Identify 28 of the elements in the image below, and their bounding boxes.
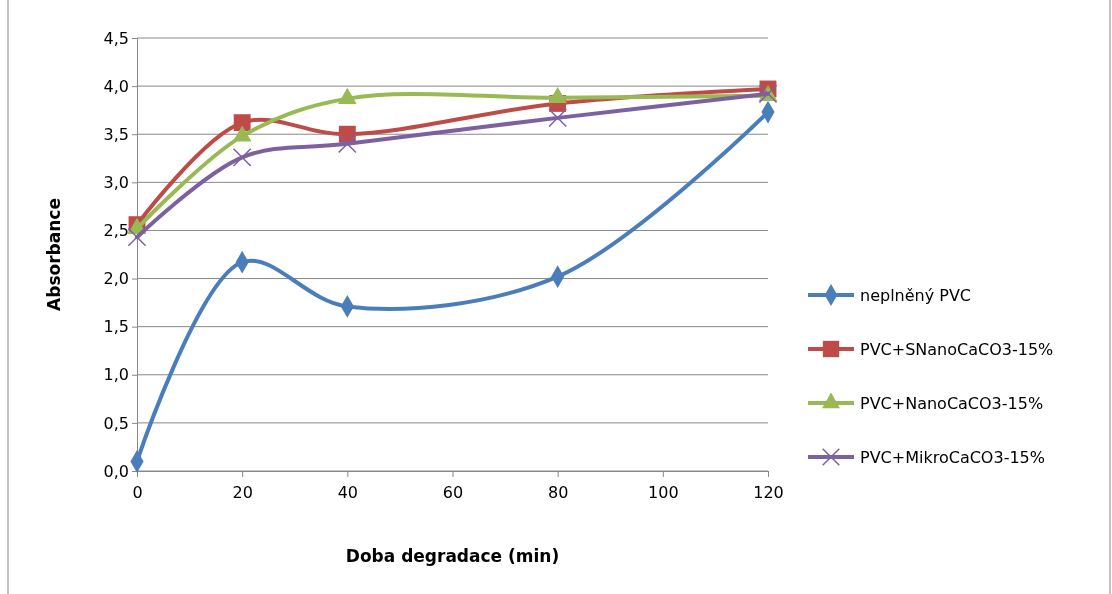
x-tick-label: 120 [753,482,784,502]
y-tick-label: 3,0 [103,172,129,192]
y-tick-label: 4,0 [103,76,129,96]
x-tick-label: 60 [442,482,464,502]
x-tick-label: 40 [337,482,359,502]
x-tick-label: 100 [648,482,679,502]
point [337,134,357,154]
x-tick-label: 0 [132,482,143,502]
y-tick-label: 4,5 [103,28,129,48]
point [232,147,252,167]
point [127,227,147,247]
legend-label: PVC+NanoCaCO3-15% [860,394,1044,413]
y-tick-label: 2,5 [103,221,129,241]
y-tick-label: 2,0 [103,269,129,289]
legend-label: PVC+MikroCaCO3-15% [860,448,1045,467]
y-tick-label: 1,0 [103,365,129,385]
legend-label: neplněný PVC [860,286,972,305]
legend-label: PVC+SNanoCaCO3-15% [860,340,1054,359]
point [548,108,568,128]
y-axis-title: Absorbance [44,198,64,311]
x-tick-label: 20 [232,482,253,502]
y-tick-label: 1,5 [103,317,129,337]
x-tick-label: 80 [547,482,569,502]
y-tick-label: 0,5 [103,413,129,433]
point [233,114,251,132]
x-axis-title: Doba degradace (min) [345,546,560,566]
y-tick-label: 3,5 [103,124,129,144]
y-tick-label: 0,0 [103,461,129,481]
